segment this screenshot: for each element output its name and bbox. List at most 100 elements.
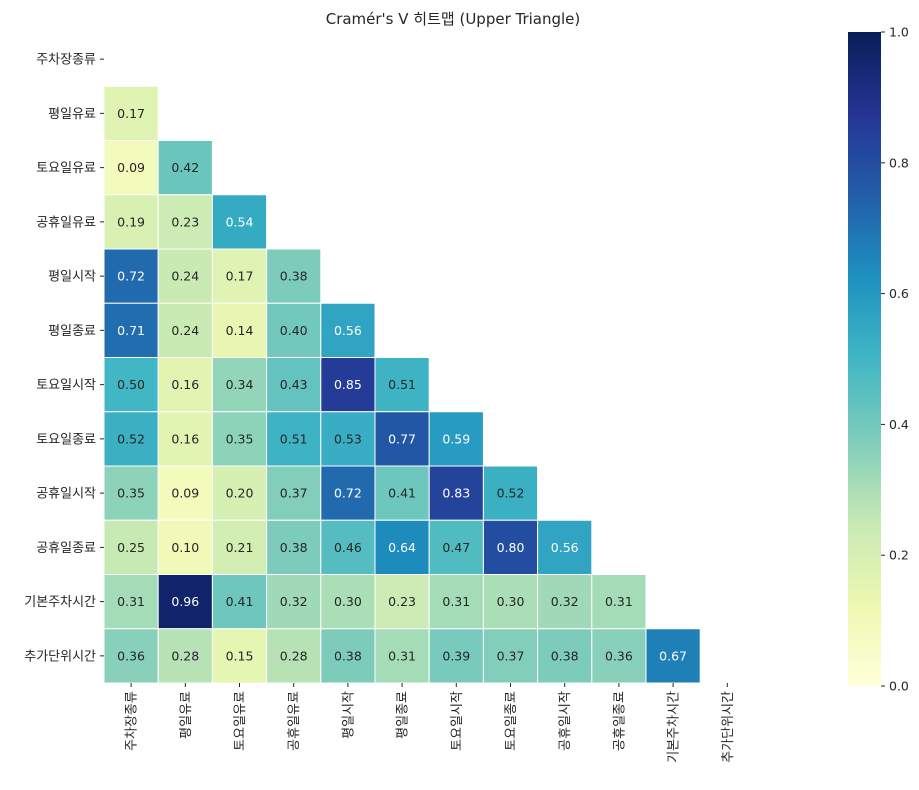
cell-value-label: 0.35 xyxy=(226,431,254,446)
cell-value-label: 0.24 xyxy=(171,323,199,338)
heatmap-cell xyxy=(374,411,430,467)
cell-value-label: 0.41 xyxy=(226,594,254,609)
cell-value-label: 0.54 xyxy=(226,214,254,229)
colorbar: 0.0 0.2 0.4 0.6 0.8 1.0 xyxy=(848,25,909,694)
cell-value-label: 0.32 xyxy=(551,594,579,609)
cell-value-label: 0.10 xyxy=(171,540,199,555)
y-tick-label: 토요일유료 xyxy=(36,161,96,176)
x-tick-label: 공휴일종료 xyxy=(612,691,627,751)
heatmap-cell xyxy=(103,465,159,521)
y-tick-label: 주차장종류 xyxy=(36,53,96,68)
cell-value-label: 0.37 xyxy=(497,648,525,663)
cell-value-label: 0.67 xyxy=(659,648,687,663)
cell-value-label: 0.16 xyxy=(171,431,199,446)
cell-value-label: 0.16 xyxy=(171,377,199,392)
y-tick-label: 기본주차시간 xyxy=(24,595,96,610)
y-tick-label: 공휴일종료 xyxy=(36,541,96,556)
x-axis: 주차장종류 평일유료 토요일유료 공휴일유료 평일시작 평일종료 토요일시작 토요일종료 공휴일… xyxy=(125,683,736,763)
cell-value-label: 0.14 xyxy=(226,323,254,338)
y-axis: 주차장종류평일유료토요일유료공휴일유료평일시작평일종료토요일시작토요일종료공휴일… xyxy=(24,53,104,664)
cell-value-label: 0.32 xyxy=(280,594,308,609)
colorbar-tick-label: 0.8 xyxy=(889,155,909,170)
heatmap-cell xyxy=(157,248,213,304)
cell-value-label: 0.77 xyxy=(388,431,416,446)
cell-value-label: 0.52 xyxy=(117,431,145,446)
x-tick-label: 기본주차시간 xyxy=(667,691,682,763)
cell-value-label: 0.36 xyxy=(117,648,145,663)
cell-value-label: 0.39 xyxy=(442,648,470,663)
x-tick-label: 공휴일시작 xyxy=(558,691,573,751)
heatmap-cell xyxy=(266,519,322,575)
heatmap-cell xyxy=(482,465,539,521)
cell-value-label: 0.37 xyxy=(280,486,308,501)
heatmap-cell xyxy=(103,411,159,467)
colorbar-gradient xyxy=(848,32,881,686)
cell-value-label: 0.42 xyxy=(171,160,199,175)
cell-value-label: 0.43 xyxy=(280,377,308,392)
cell-value-label: 0.72 xyxy=(117,269,145,284)
heatmap-cell xyxy=(482,574,539,630)
heatmap-cell xyxy=(157,574,213,630)
heatmap-cell xyxy=(374,628,430,684)
cell-value-label: 0.64 xyxy=(388,540,416,555)
x-tick-label: 평일시작 xyxy=(341,691,356,739)
heatmap-cell xyxy=(103,140,159,196)
cell-value-label: 0.31 xyxy=(117,594,145,609)
heatmap-cell xyxy=(157,357,213,413)
x-tick-label: 평일종료 xyxy=(396,691,411,739)
heatmap-cell xyxy=(266,302,322,358)
cell-value-label: 0.21 xyxy=(226,540,254,555)
cell-value-label: 0.83 xyxy=(442,486,470,501)
cell-value-label: 0.15 xyxy=(226,648,254,663)
cell-value-label: 0.52 xyxy=(497,486,525,501)
x-tick-label: 주차장종류 xyxy=(125,691,140,751)
colorbar-tick-label: 0.2 xyxy=(889,548,909,563)
cell-value-label: 0.85 xyxy=(334,377,362,392)
y-tick-label: 평일유료 xyxy=(48,107,96,122)
colorbar-tick-label: 0.6 xyxy=(889,286,909,301)
colorbar-ticks: 0.0 0.2 0.4 0.6 0.8 1.0 xyxy=(881,25,909,694)
heatmap-cell xyxy=(428,411,484,467)
heatmap-cell xyxy=(320,574,376,630)
heatmap-cell xyxy=(374,574,430,630)
cell-value-label: 0.35 xyxy=(117,486,145,501)
chart-title: Cramér's V 히트맵 (Upper Triangle) xyxy=(326,10,581,28)
cell-value-label: 0.28 xyxy=(280,648,308,663)
heatmap-cell xyxy=(103,628,159,684)
heatmap-cell xyxy=(266,628,322,684)
cell-value-label: 0.19 xyxy=(117,214,145,229)
x-tick-label: 토요일종료 xyxy=(504,691,519,751)
heatmap-cell xyxy=(266,574,322,630)
cell-value-label: 0.23 xyxy=(388,594,416,609)
cell-value-label: 0.28 xyxy=(171,648,199,663)
cell-value-label: 0.36 xyxy=(605,648,633,663)
heatmap-cell xyxy=(211,574,268,630)
y-tick-label: 평일종료 xyxy=(48,324,96,339)
heatmap-cell xyxy=(157,140,213,196)
x-tick-label: 토요일유료 xyxy=(233,691,248,751)
y-tick-label: 추가단위시간 xyxy=(24,649,96,664)
colorbar-tick-label: 0.0 xyxy=(889,679,909,694)
heatmap-cell xyxy=(645,628,701,684)
heatmap-cell xyxy=(266,411,322,467)
heatmap-cell xyxy=(103,519,159,575)
heatmap-cell xyxy=(211,194,268,250)
y-tick-label: 공휴일시작 xyxy=(36,487,96,502)
cell-value-label: 0.17 xyxy=(117,106,145,121)
cell-value-label: 0.59 xyxy=(442,431,470,446)
cell-value-label: 0.46 xyxy=(334,540,362,555)
cell-value-label: 0.20 xyxy=(226,486,254,501)
cell-value-label: 0.30 xyxy=(334,594,362,609)
cell-value-label: 0.38 xyxy=(280,269,308,284)
heatmap-cells xyxy=(103,85,701,684)
heatmap-cell xyxy=(537,574,593,630)
cell-value-label: 0.47 xyxy=(442,540,470,555)
cell-value-label: 0.80 xyxy=(497,540,525,555)
heatmap-cell xyxy=(157,411,213,467)
heatmap-cell xyxy=(266,357,322,413)
heatmap-cell xyxy=(320,357,376,413)
cell-value-label: 0.30 xyxy=(497,594,525,609)
cell-value-label: 0.50 xyxy=(117,377,145,392)
heatmap-cell xyxy=(211,465,268,521)
